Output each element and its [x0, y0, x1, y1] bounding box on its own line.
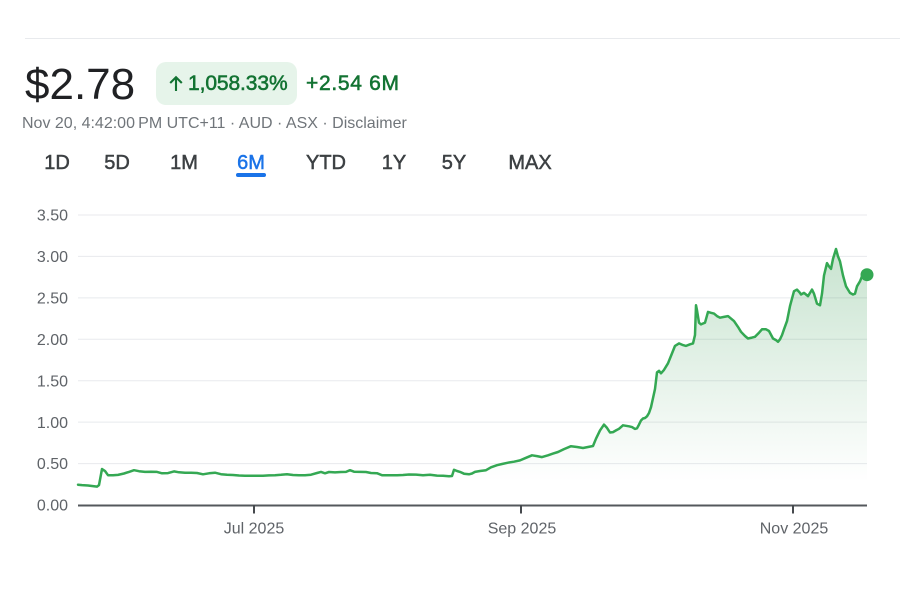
svg-text:Jul 2025: Jul 2025	[224, 521, 285, 538]
svg-text:Sep 2025: Sep 2025	[488, 521, 557, 538]
svg-text:1.00: 1.00	[37, 415, 68, 432]
svg-text:0.50: 0.50	[37, 456, 68, 473]
svg-text:3.00: 3.00	[37, 249, 68, 266]
svg-text:0.00: 0.00	[37, 498, 68, 515]
svg-text:Nov 2025: Nov 2025	[760, 521, 829, 538]
svg-text:3.50: 3.50	[37, 208, 68, 225]
svg-text:1.50: 1.50	[37, 373, 68, 390]
svg-text:2.50: 2.50	[37, 291, 68, 308]
svg-text:2.00: 2.00	[37, 332, 68, 349]
